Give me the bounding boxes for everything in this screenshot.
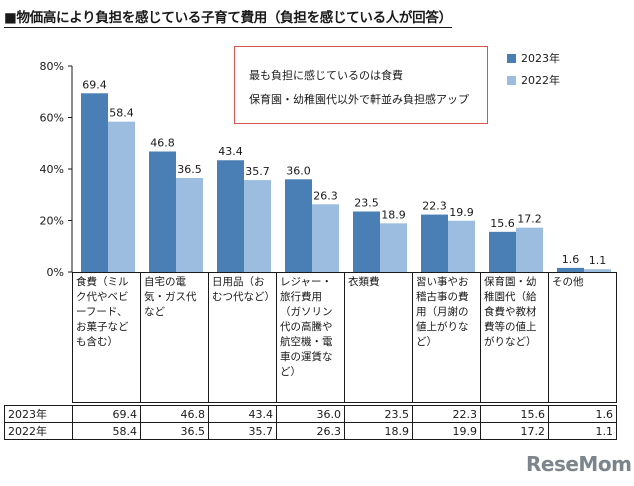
data-label: 1.6: [562, 253, 580, 266]
data-label: 46.8: [150, 136, 175, 149]
y-tick-label: 40%: [40, 163, 64, 176]
legend-label-2023: 2023年: [521, 52, 560, 65]
bar-2022: [176, 178, 203, 272]
bar-2023: [489, 231, 516, 272]
category-label-table: 食費（ミルク代やベビーフード、お菓子なども含む） 自宅の電気・ガス代など 日用品…: [72, 272, 617, 403]
bar-2023: [285, 179, 312, 272]
category-label: レジャー・旅行費用（ガソリン代の高騰や航空機・電車の運賃など）: [276, 272, 345, 403]
bar-2022: [108, 121, 135, 273]
data-label: 36.0: [286, 164, 311, 177]
table-cell: 1.6: [548, 405, 617, 423]
table-row-label: 2022年: [4, 422, 73, 440]
table-cell: 36.5: [140, 422, 209, 440]
table-cell: 69.4: [72, 405, 141, 423]
category-label: 日用品（おむつ代など）: [208, 272, 277, 403]
table-cell: 26.3: [276, 422, 345, 440]
annotation-line-1: 最も負担に感じているのは食費: [249, 69, 403, 82]
data-label: 15.6: [490, 217, 515, 230]
y-tick-label: 60%: [40, 112, 64, 125]
category-label: 衣類費: [344, 272, 413, 403]
table-cell: 23.5: [344, 405, 413, 423]
data-label: 58.4: [109, 107, 134, 120]
table-cell: 15.6: [480, 405, 549, 423]
data-label: 1.1: [589, 254, 607, 267]
category-label: 自宅の電気・ガス代など: [140, 272, 209, 403]
category-label: 保育園・幼稚園代（給食費や教材費等の値上がりなど）: [480, 272, 549, 403]
table-cell: 36.0: [276, 405, 345, 423]
legend-swatch-2023: [507, 54, 516, 63]
table-row: 2022年 58.4 36.5 35.7 26.3 18.9 19.9 17.2…: [4, 422, 617, 440]
annotation-line-2: 保育園・幼稚園代以外で軒並み負担感アップ: [249, 93, 469, 106]
data-label: 69.4: [82, 78, 107, 91]
bar-2022: [312, 204, 339, 272]
data-label: 43.4: [218, 145, 243, 158]
table-row: 2023年 69.4 46.8 43.4 36.0 23.5 22.3 15.6…: [4, 405, 617, 423]
data-label: 22.3: [422, 200, 447, 213]
table-cell: 19.9: [412, 422, 481, 440]
table-cell: 46.8: [140, 405, 209, 423]
annotation-box: 最も負担に感じているのは食費 保育園・幼稚園代以外で軒並み負担感アップ: [234, 46, 488, 124]
bar-2022: [448, 220, 475, 272]
data-label: 19.9: [449, 206, 474, 219]
bar-2023: [81, 93, 108, 272]
data-label: 26.3: [313, 189, 338, 202]
bar-2022: [244, 180, 271, 272]
data-table: 2023年 69.4 46.8 43.4 36.0 23.5 22.3 15.6…: [4, 405, 617, 440]
bar-2023: [217, 160, 244, 272]
table-cell: 58.4: [72, 422, 141, 440]
legend-swatch-2022: [507, 76, 516, 85]
data-label: 18.9: [381, 208, 406, 221]
y-tick-label: 80%: [40, 60, 64, 73]
table-cell: 18.9: [344, 422, 413, 440]
data-label: 23.5: [354, 196, 379, 209]
bar-2023: [353, 211, 380, 272]
table-cell: 35.7: [208, 422, 277, 440]
bar-2023: [149, 151, 176, 272]
category-label: その他: [548, 272, 617, 403]
bar-2022: [584, 269, 611, 272]
table-cell: 1.1: [548, 422, 617, 440]
category-label: 習い事やお稽古事の費用（月謝の値上がりなど）: [412, 272, 481, 403]
bar-2022: [516, 227, 543, 272]
bar-2023: [557, 267, 584, 272]
resemom-logo: ReseMom: [526, 452, 632, 476]
table-row-label: 2023年: [4, 405, 73, 423]
bar-2023: [421, 214, 448, 272]
chart-title: ■物価高により負担を感じている子育て費用（負担を感じている人が回答）: [4, 6, 452, 28]
table-cell: 43.4: [208, 405, 277, 423]
y-tick-label: 20%: [40, 215, 64, 228]
table-cell: 17.2: [480, 422, 549, 440]
legend-item-2022: 2022年: [507, 72, 560, 88]
bar-2022: [380, 223, 407, 272]
data-label: 36.5: [177, 163, 202, 176]
legend-label-2022: 2022年: [521, 74, 560, 87]
y-tick-label: 0%: [47, 266, 64, 279]
category-label: 食費（ミルク代やベビーフード、お菓子なども含む）: [72, 272, 141, 403]
data-label: 17.2: [517, 213, 542, 226]
table-cell: 22.3: [412, 405, 481, 423]
data-label: 35.7: [245, 165, 270, 178]
legend-item-2023: 2023年: [507, 50, 560, 66]
